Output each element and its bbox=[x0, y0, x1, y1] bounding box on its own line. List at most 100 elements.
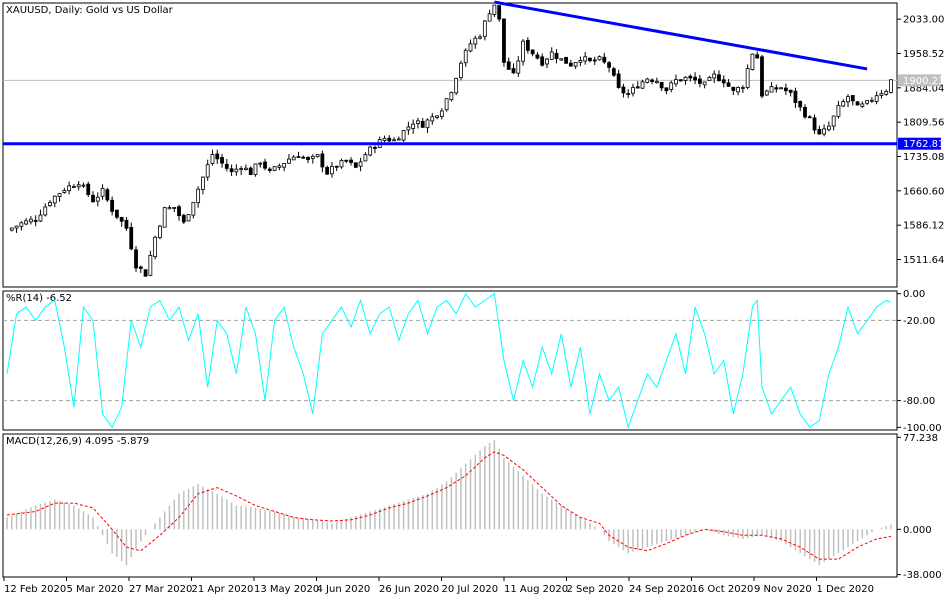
candle-body bbox=[71, 186, 76, 188]
price-tick-label: 1884.04 bbox=[903, 83, 944, 94]
candle-body bbox=[884, 90, 889, 95]
candle-body bbox=[248, 167, 253, 175]
x-axis-label: 20 Jul 2020 bbox=[442, 584, 499, 595]
candle-body bbox=[803, 107, 807, 118]
wr-tick-label: 0.00 bbox=[903, 289, 925, 300]
candle-body bbox=[148, 255, 153, 276]
candle-body bbox=[740, 87, 745, 89]
candle-body bbox=[468, 43, 473, 52]
candle-body bbox=[291, 156, 296, 161]
candle-body bbox=[559, 58, 564, 61]
candle-body bbox=[592, 59, 597, 62]
price-tick-label: 1586.12 bbox=[903, 221, 944, 232]
x-axis-label: 21 Apr 2020 bbox=[192, 584, 254, 595]
candle-body bbox=[449, 91, 454, 101]
candle-body bbox=[516, 60, 521, 74]
candle-body bbox=[602, 56, 607, 63]
wr-tick-label: -80.00 bbox=[903, 396, 935, 407]
candle-body bbox=[406, 126, 411, 131]
candle-body bbox=[38, 214, 43, 222]
candle-body bbox=[143, 269, 148, 277]
candle-body bbox=[712, 73, 717, 79]
x-axis-label: 1 Dec 2020 bbox=[817, 584, 875, 595]
candle-body bbox=[401, 129, 406, 141]
candle-body bbox=[860, 103, 865, 107]
x-axis-label: 24 Sep 2020 bbox=[629, 584, 692, 595]
x-axis-label: 16 Oct 2020 bbox=[692, 584, 754, 595]
candle-body bbox=[578, 60, 583, 63]
candle-body bbox=[258, 162, 263, 165]
candle-body bbox=[783, 87, 788, 92]
candle-body bbox=[631, 87, 635, 94]
candle-body bbox=[134, 249, 138, 269]
candle-body bbox=[597, 56, 602, 61]
candle-body bbox=[836, 104, 841, 117]
candle-body bbox=[239, 168, 244, 171]
candle-body bbox=[48, 202, 52, 207]
candle-body bbox=[626, 93, 631, 95]
price-tick-label: 1809.56 bbox=[903, 118, 944, 129]
candle-body bbox=[138, 266, 143, 269]
candle-body bbox=[454, 77, 459, 94]
candle-body bbox=[793, 90, 798, 104]
candle-body bbox=[788, 89, 793, 93]
candle-body bbox=[750, 53, 755, 71]
candle-body bbox=[186, 214, 191, 222]
wr-tick-label: -100.00 bbox=[903, 423, 942, 434]
candle-body bbox=[315, 154, 320, 157]
candle-body bbox=[215, 153, 220, 160]
candle-body bbox=[396, 138, 401, 141]
candle-body bbox=[28, 218, 33, 223]
candle-body bbox=[678, 79, 683, 82]
candle-body bbox=[731, 86, 736, 91]
candle-body bbox=[654, 81, 659, 84]
candle-body bbox=[669, 82, 674, 90]
candle-body bbox=[296, 156, 301, 158]
candle-body bbox=[325, 166, 330, 175]
candle-body bbox=[334, 165, 339, 168]
candle-body bbox=[650, 79, 654, 82]
candle-body bbox=[95, 196, 100, 202]
x-axis-label: 26 Jun 2020 bbox=[379, 584, 439, 595]
pane-frame-2 bbox=[2, 290, 898, 431]
candle-body bbox=[865, 100, 870, 104]
candle-body bbox=[674, 79, 678, 85]
candle-body bbox=[502, 18, 506, 63]
candle-body bbox=[14, 225, 19, 229]
candle-body bbox=[24, 220, 29, 225]
candle-body bbox=[339, 160, 344, 168]
candle-body bbox=[764, 90, 769, 96]
candle-body bbox=[387, 137, 392, 142]
candle-body bbox=[234, 168, 239, 173]
current-price-label: 1900.23 bbox=[903, 76, 944, 87]
candle-body bbox=[540, 56, 545, 66]
candle-body bbox=[645, 78, 650, 83]
candle-body bbox=[812, 117, 817, 131]
candle-body bbox=[736, 87, 740, 93]
current-price-badge bbox=[898, 74, 941, 87]
candle-body bbox=[353, 162, 358, 168]
candle-body bbox=[874, 95, 879, 102]
candle-body bbox=[162, 207, 167, 228]
candle-body bbox=[263, 161, 267, 169]
support-badge bbox=[898, 137, 941, 150]
candle-body bbox=[869, 99, 874, 102]
candle-body bbox=[611, 68, 616, 76]
candle-body bbox=[688, 75, 693, 79]
candle-body bbox=[478, 36, 482, 39]
candle-body bbox=[841, 101, 846, 107]
candle-body bbox=[167, 207, 172, 210]
candle-body bbox=[86, 183, 91, 195]
candle-body bbox=[492, 4, 497, 15]
candle-body bbox=[621, 86, 626, 94]
candle-body bbox=[482, 20, 487, 37]
candle-body bbox=[373, 147, 377, 149]
candle-body bbox=[19, 222, 24, 227]
candle-body bbox=[9, 227, 14, 231]
candle-body bbox=[607, 62, 611, 68]
candle-body bbox=[879, 93, 884, 96]
candle-body bbox=[506, 61, 511, 70]
candle-body bbox=[201, 176, 205, 190]
candle-body bbox=[368, 146, 373, 156]
